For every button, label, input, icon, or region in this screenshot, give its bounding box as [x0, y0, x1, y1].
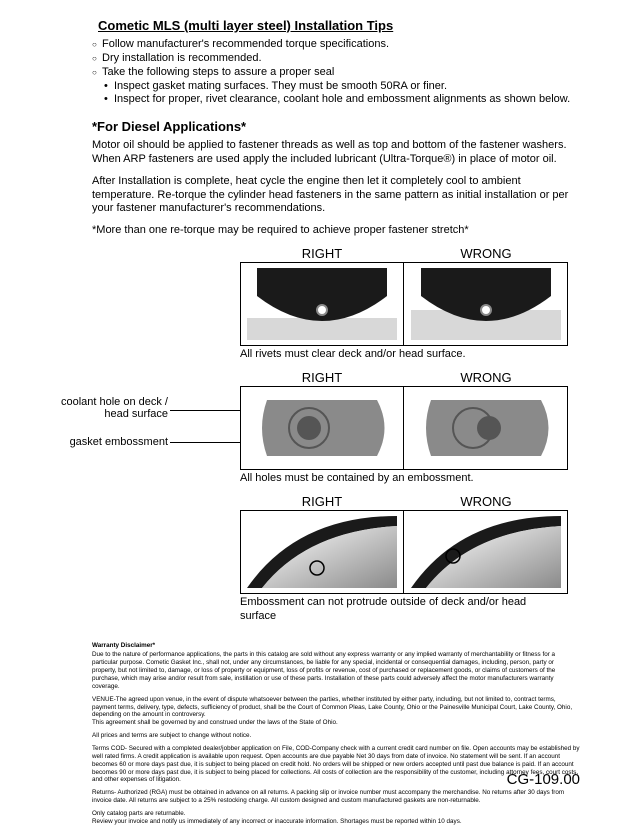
diesel-heading: *For Diesel Applications*: [92, 119, 580, 135]
label-wrong: WRONG: [404, 494, 568, 510]
annot-coolant: coolant hole on deck / head surface: [38, 396, 168, 420]
caption-3: Embossment can not protrude outside of d…: [240, 596, 540, 624]
page-title: Cometic MLS (multi layer steel) Installa…: [98, 18, 580, 34]
diesel-p2: After Installation is complete, heat cyc…: [92, 175, 580, 216]
diagram-1-right: [241, 263, 404, 345]
caption-2: All holes must be contained by an emboss…: [240, 472, 580, 486]
label-right: RIGHT: [240, 370, 404, 386]
diagram-2-wrong: [404, 387, 567, 469]
diagram-3-right: [241, 511, 404, 593]
label-wrong: WRONG: [404, 246, 568, 262]
label-wrong: WRONG: [404, 370, 568, 386]
diagram-row-3: RIGHT WRONG: [92, 494, 580, 624]
diagram-row-2: coolant hole on deck / head surface gask…: [92, 370, 580, 486]
bullet-item: Dry installation is recommended.: [92, 52, 580, 66]
disclaimer-p: Returns- Authorized (RGA) must be obtain…: [92, 789, 580, 805]
bullet-subitem: Inspect for proper, rivet clearance, coo…: [92, 93, 580, 107]
diagram-row-1: RIGHT WRONG All rivets must clear deck a…: [92, 246, 580, 362]
diagram-2-right: [241, 387, 404, 469]
disclaimer-heading: Warranty Disclaimer*: [92, 642, 580, 650]
diagram-1-wrong: [404, 263, 567, 345]
diesel-p3: *More than one re-torque may be required…: [92, 224, 580, 238]
warranty-disclaimer: Warranty Disclaimer* Due to the nature o…: [92, 642, 580, 826]
label-right: RIGHT: [240, 494, 404, 510]
bullet-item: Take the following steps to assure a pro…: [92, 66, 580, 80]
disclaimer-p: VENUE-The agreed upon venue, in the even…: [92, 696, 580, 727]
disclaimer-p: All prices and terms are subject to chan…: [92, 732, 580, 740]
bullet-subitem: Inspect gasket mating surfaces. They mus…: [92, 80, 580, 94]
diesel-p1: Motor oil should be applied to fastener …: [92, 139, 580, 167]
diagram-3-wrong: [404, 511, 567, 593]
diagram-area: RIGHT WRONG All rivets must clear deck a…: [92, 246, 580, 624]
page-footer-code: CG-109.00: [507, 771, 580, 790]
caption-1: All rivets must clear deck and/or head s…: [240, 348, 580, 362]
bullet-item: Follow manufacturer's recommended torque…: [92, 38, 580, 52]
label-right: RIGHT: [240, 246, 404, 262]
annot-embossment: gasket embossment: [38, 436, 168, 448]
disclaimer-p: Due to the nature of performance applica…: [92, 651, 580, 690]
bullet-list: Follow manufacturer's recommended torque…: [92, 38, 580, 107]
disclaimer-p: Only catalog parts are returnable.Review…: [92, 810, 580, 826]
